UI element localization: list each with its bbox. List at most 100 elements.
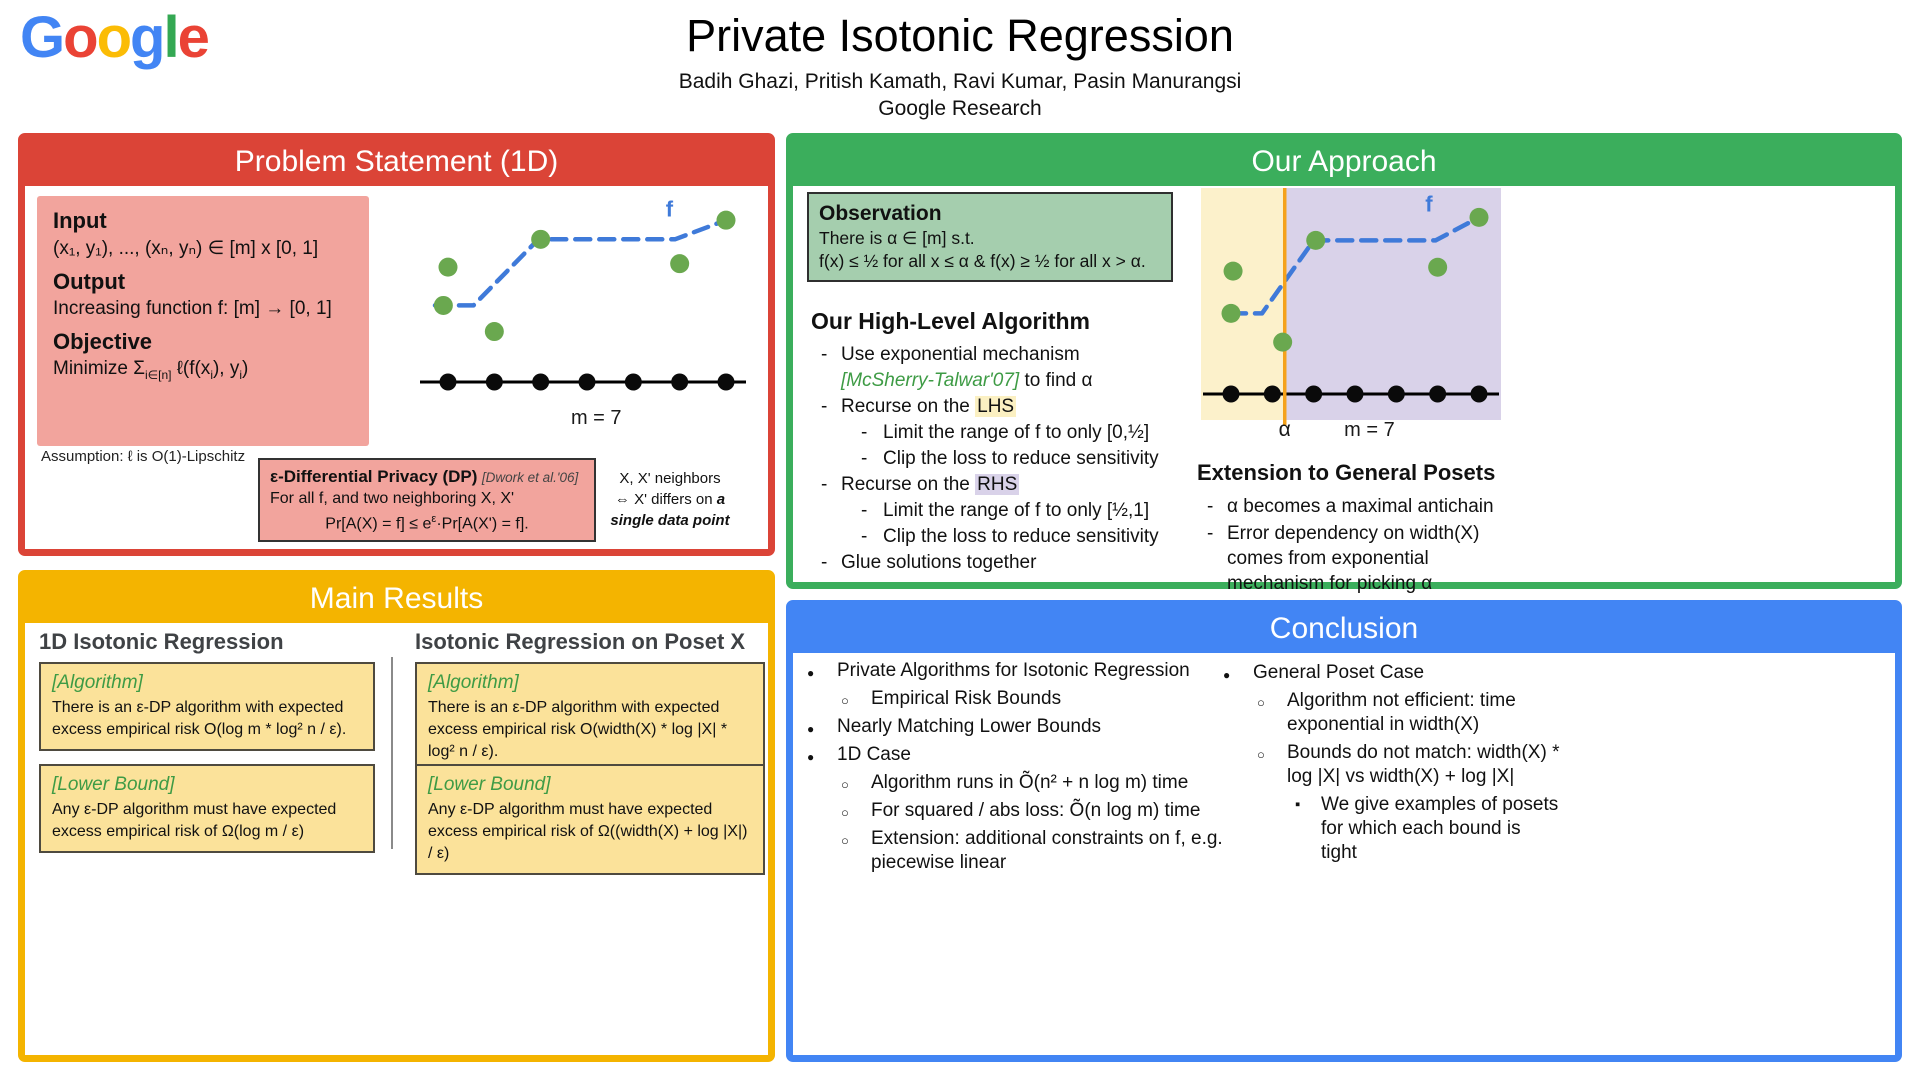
panel-results-title: Main Results xyxy=(25,577,768,623)
conclusion-left-list: Private Algorithms for Isotonic Regressi… xyxy=(805,659,1283,879)
algo-step-recurse-lhs: Recurse on the LHS xyxy=(815,394,1207,420)
panel-approach-title: Our Approach xyxy=(793,140,1895,186)
step-text: Recurse on the xyxy=(841,396,976,417)
conclusion-right-list: General Poset Case Algorithm not efficie… xyxy=(1221,661,1561,869)
algo-substep-limit-range-rhs: Limit the range of f to only [½,1] xyxy=(815,498,1207,524)
step-text: Use exponential mechanism xyxy=(841,344,1080,365)
conclusion-item: General Poset Case xyxy=(1221,661,1561,687)
panel-conclusion: Conclusion Private Algorithms for Isoton… xyxy=(786,600,1902,1062)
logo-letter: o xyxy=(63,5,98,70)
result-text: There is an ε-DP algorithm with expected… xyxy=(428,699,728,761)
result-box-poset-algorithm: [Algorithm] There is an ε-DP algorithm w… xyxy=(415,662,765,774)
input-label: Input xyxy=(53,208,107,233)
extension-item: α becomes a maximal antichain xyxy=(1203,494,1525,519)
observation-line2: f(x) ≤ ½ for all x ≤ α & f(x) ≥ ½ for al… xyxy=(819,251,1146,271)
dp-line1: For all f, and two neighboring X, X' xyxy=(270,490,515,508)
dp-title-line: ε-Differential Privacy (DP) [Dwork et al… xyxy=(270,466,584,488)
conclusion-item: Empirical Risk Bounds xyxy=(805,687,1283,713)
output-text: Increasing function f: [m] → [0, 1] xyxy=(53,298,332,319)
result-box-1d-algorithm: [Algorithm] There is an ε-DP algorithm w… xyxy=(39,662,375,752)
algo-step-glue: Glue solutions together xyxy=(815,550,1207,576)
affiliation-line: Google Research xyxy=(878,97,1042,120)
dp-title: ε-Differential Privacy (DP) xyxy=(270,467,478,486)
conclusion-item: Algorithm runs in Õ(n² + n log m) time xyxy=(805,771,1283,797)
logo-letter: o xyxy=(96,5,132,70)
result-box-1d-lower-bound: [Lower Bound] Any ε-DP algorithm must ha… xyxy=(39,764,375,854)
column-divider xyxy=(391,657,393,849)
poster-title: Private Isotonic Regression xyxy=(686,10,1234,61)
svg-text:m = 7: m = 7 xyxy=(571,407,622,429)
algorithm-split-chart: f m = 7 α xyxy=(1201,188,1501,451)
results-col2-title: Isotonic Regression on Poset X xyxy=(415,629,746,654)
conclusion-item: Bounds do not match: width(X) * log |X| … xyxy=(1221,741,1561,789)
svg-text:f: f xyxy=(1425,192,1433,217)
differential-privacy-box: ε-Differential Privacy (DP) [Dwork et al… xyxy=(258,458,596,542)
authors-line: Badih Ghazi, Pritish Kamath, Ravi Kumar,… xyxy=(678,70,1242,93)
observation-box: Observation There is α ∈ [m] s.t. f(x) ≤… xyxy=(807,192,1173,282)
algorithm-heading: Our High-Level Algorithm xyxy=(811,308,1090,334)
lhs-highlight: LHS xyxy=(975,396,1017,417)
conclusion-item: For squared / abs loss: Õ(n log m) time xyxy=(805,799,1283,825)
conclusion-item: Private Algorithms for Isotonic Regressi… xyxy=(805,659,1283,685)
assumption-note: Assumption: ℓ is O(1)-Lipschitz xyxy=(41,448,246,465)
neighbors-note: X, X' neighbors ⇔ X' differs on a single… xyxy=(581,468,759,531)
logo-letter: e xyxy=(177,5,210,70)
isotonic-example-chart: f m = 7 xyxy=(418,194,748,439)
problem-definition-box: Input (x₁, y₁), ..., (xₙ, yₙ) ∈ [m] x [0… xyxy=(37,196,369,446)
algorithm-steps: Use exponential mechanism [McSherry-Talw… xyxy=(815,342,1207,576)
objective-part: Minimize Σ xyxy=(53,358,145,379)
google-logo: Google xyxy=(20,4,210,71)
panel-conclusion-title: Conclusion xyxy=(793,607,1895,653)
dp-formula-superscript: ε xyxy=(431,512,437,525)
extension-heading: Extension to General Posets xyxy=(1197,460,1496,485)
logo-letter: l xyxy=(163,5,179,70)
algo-step-exponential-mechanism: Use exponential mechanism [McSherry-Talw… xyxy=(815,342,1207,394)
extension-item: Error dependency on width(X) comes from … xyxy=(1203,521,1525,596)
algorithm-split-chart-svg: f m = 7 α xyxy=(1201,188,1501,441)
panel-our-approach: Our Approach Observation There is α ∈ [m… xyxy=(786,133,1902,594)
input-text: (x₁, y₁), ..., (xₙ, yₙ) ∈ [m] x [0, 1] xyxy=(53,238,319,259)
results-col1-title: 1D Isotonic Regression xyxy=(39,629,284,654)
objective-part: ), y xyxy=(212,358,240,379)
result-text: There is an ε-DP algorithm with expected… xyxy=(52,699,347,739)
dp-formula-part: Pr[A(X) = f] ≤ e xyxy=(325,514,432,532)
algo-substep-clip-loss-rhs: Clip the loss to reduce sensitivity xyxy=(815,524,1207,550)
result-box-poset-lower-bound: [Lower Bound] Any ε-DP algorithm must ha… xyxy=(415,764,765,876)
poster-header: Private Isotonic Regression Badih Ghazi,… xyxy=(0,10,1920,121)
result-label: [Algorithm] xyxy=(52,672,143,693)
logo-letter: G xyxy=(20,5,65,70)
conclusion-item: We give examples of posets for which eac… xyxy=(1221,793,1561,865)
citation-mcsherry-talwar: [McSherry-Talwar'07] xyxy=(841,370,1020,391)
logo-letter: g xyxy=(130,5,165,70)
conclusion-item: Nearly Matching Lower Bounds xyxy=(805,715,1283,741)
observation-line1: There is α ∈ [m] s.t. xyxy=(819,228,975,248)
panel-problem-statement: Problem Statement (1D) Input (x₁, y₁), .… xyxy=(18,133,775,556)
neighbors-line3: single data point xyxy=(610,512,730,529)
dp-citation: [Dwork et al.'06] xyxy=(481,470,579,485)
algo-step-recurse-rhs: Recurse on the RHS xyxy=(815,472,1207,498)
algo-substep-clip-loss-lhs: Clip the loss to reduce sensitivity xyxy=(815,446,1207,472)
output-label: Output xyxy=(53,269,126,294)
result-text: Any ε-DP algorithm must have expected ex… xyxy=(52,801,337,841)
step-text: to find α xyxy=(1019,370,1093,391)
neighbors-line1: X, X' neighbors xyxy=(619,470,721,487)
result-label: [Lower Bound] xyxy=(428,774,551,795)
svg-text:m = 7: m = 7 xyxy=(1344,419,1395,441)
panel-problem-title: Problem Statement (1D) xyxy=(25,140,768,186)
conclusion-item: Extension: additional constraints on f, … xyxy=(805,827,1283,875)
extension-list: α becomes a maximal antichain Error depe… xyxy=(1203,494,1525,598)
neighbors-line2-text: ⇔ X' differs on xyxy=(614,491,717,508)
algo-substep-limit-range-lhs: Limit the range of f to only [0,½] xyxy=(815,420,1207,446)
step-text: Recurse on the xyxy=(841,474,976,495)
objective-part: ℓ(f(x xyxy=(171,358,211,379)
svg-text:α: α xyxy=(1279,418,1291,441)
objective-formula: Minimize Σi∈[n] ℓ(f(xi), yi) xyxy=(53,358,353,382)
isotonic-example-chart-svg: f m = 7 xyxy=(420,197,746,429)
neighbors-line2: ⇔ X' differs on a xyxy=(581,489,759,510)
result-label: [Algorithm] xyxy=(428,672,519,693)
dp-formula: Pr[A(X) = f] ≤ eε·Pr[A(X') = f]. xyxy=(270,512,584,534)
result-label: [Lower Bound] xyxy=(52,774,175,795)
objective-subscript: i∈[n] xyxy=(144,367,172,382)
svg-text:f: f xyxy=(666,197,674,222)
